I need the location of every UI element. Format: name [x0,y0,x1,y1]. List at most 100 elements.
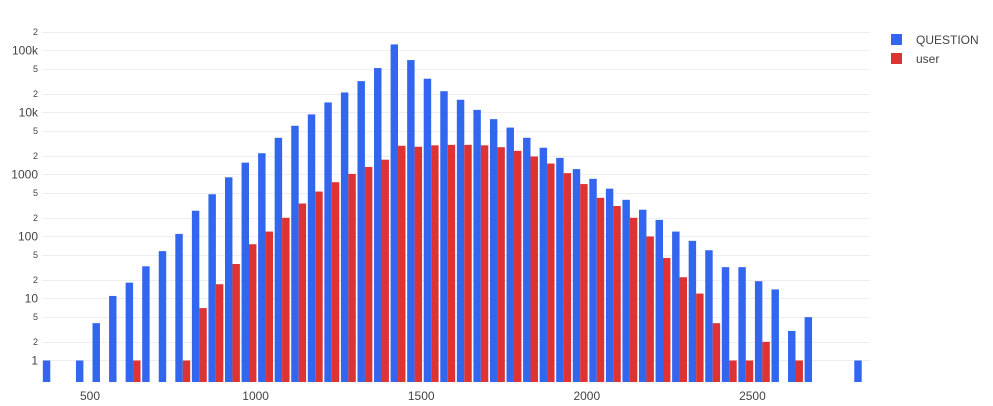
bar-question-2580[interactable] [771,289,779,382]
bar-user-1230[interactable] [331,182,340,382]
bar-user-2630[interactable] [795,360,803,382]
bar-question-2630[interactable] [788,330,796,382]
bar-question-1780[interactable] [506,127,514,382]
bar-user-1630[interactable] [464,144,472,382]
bar-question-630[interactable] [125,282,134,382]
bar-user-980[interactable] [249,244,257,382]
bar-question-1580[interactable] [440,91,448,383]
bar-user-2530[interactable] [762,341,770,382]
bar-user-2280[interactable] [679,277,688,382]
bar-user-1530[interactable] [431,145,439,382]
bar-question-2530[interactable] [754,281,763,382]
y-tick-label: 100 [18,229,38,243]
bar-question-1080[interactable] [274,137,283,382]
bar-user-1830[interactable] [530,156,538,382]
bar-question-1030[interactable] [258,153,266,382]
bar-user-1580[interactable] [447,144,456,382]
bar-question-2680[interactable] [804,317,813,382]
y-tick-label: 1 [31,353,38,367]
y-axis: 1 10 100 1000 10k 100k 2 5 2 5 2 5 2 5 2 5 2 [11,27,39,368]
bar-user-1280[interactable] [348,173,356,382]
y-minor-tick-label: 2 [33,337,38,347]
bar-user-1380[interactable] [381,159,389,382]
bar-question-2430[interactable] [721,267,730,382]
bar-question-780[interactable] [175,233,183,382]
bar-question-1980[interactable] [572,169,581,382]
bar-question-580[interactable] [109,295,117,382]
legend-item-user[interactable]: user [891,52,939,66]
bar-question-2830[interactable] [854,360,862,382]
bar-question-2480[interactable] [738,267,746,382]
bar-question-1380[interactable] [374,68,382,382]
bar-user-2330[interactable] [696,293,704,382]
bar-user-1480[interactable] [414,146,423,382]
bar-user-1330[interactable] [364,166,373,382]
bar-user-1080[interactable] [282,217,290,382]
bar-question-480[interactable] [75,360,84,382]
bar-question-880[interactable] [208,194,216,382]
bar-question-1730[interactable] [489,119,498,382]
bar-question-1530[interactable] [423,78,432,383]
legend-label-user: user [916,52,939,66]
bar-user-1930[interactable] [563,173,572,382]
legend-item-question[interactable]: QUESTION [891,33,979,47]
bar-question-2280[interactable] [672,231,680,382]
bar-user-2080[interactable] [613,206,621,382]
bar-question-1180[interactable] [307,114,316,383]
bar-user-630[interactable] [133,360,141,382]
bars [42,44,862,383]
bar-user-1880[interactable] [547,163,555,382]
bar-user-1980[interactable] [580,184,588,382]
bar-user-1030[interactable] [265,231,274,382]
y-minor-tick-label: 2 [33,27,38,37]
bar-user-2230[interactable] [663,257,671,382]
bar-question-980[interactable] [241,162,249,382]
y-tick-label: 1000 [11,167,38,181]
x-tick-label: 1500 [408,389,435,403]
bar-user-930[interactable] [232,263,240,382]
bar-question-1430[interactable] [390,44,399,383]
y-minor-tick-label: 5 [33,188,38,198]
bar-question-1480[interactable] [407,60,415,382]
bar-user-1130[interactable] [298,203,307,382]
bar-question-1280[interactable] [340,92,349,383]
bar-user-1430[interactable] [398,145,406,382]
bar-user-880[interactable] [215,284,224,382]
bar-question-530[interactable] [92,323,100,382]
bar-question-830[interactable] [191,210,200,382]
bar-user-2130[interactable] [629,217,638,382]
bar-user-1730[interactable] [497,147,505,382]
bar-question-2380[interactable] [705,250,713,382]
bar-question-1630[interactable] [456,99,465,382]
bar-question-1930[interactable] [556,157,564,382]
bar-question-930[interactable] [224,177,233,382]
bar-question-1880[interactable] [539,147,548,382]
bar-question-2330[interactable] [688,240,697,382]
bar-question-1330[interactable] [357,81,365,383]
bar-question-1230[interactable] [324,102,332,382]
bar-user-2430[interactable] [729,360,737,382]
bar-question-2230[interactable] [655,219,663,382]
bar-user-780[interactable] [182,360,191,382]
legend[interactable]: QUESTION user [891,33,979,66]
bar-question-730[interactable] [158,251,167,382]
bar-user-2380[interactable] [712,323,721,382]
bar-question-2180[interactable] [638,209,647,382]
bar-user-1180[interactable] [315,191,323,382]
bar-question-2130[interactable] [622,199,630,382]
bar-question-1130[interactable] [291,125,299,382]
bar-question-380[interactable] [42,360,51,382]
bar-question-1680[interactable] [473,109,481,382]
bar-user-2030[interactable] [596,197,605,382]
bar-question-2080[interactable] [605,188,614,382]
bar-user-1680[interactable] [480,145,489,382]
bar-user-830[interactable] [199,308,207,382]
bar-question-680[interactable] [142,266,150,382]
bar-user-1780[interactable] [513,150,522,382]
bar-question-2030[interactable] [589,178,597,382]
bar-question-1830[interactable] [523,137,531,382]
y-tick-label: 100k [12,43,39,57]
bar-user-2480[interactable] [745,360,754,382]
bar-user-2180[interactable] [646,236,654,382]
